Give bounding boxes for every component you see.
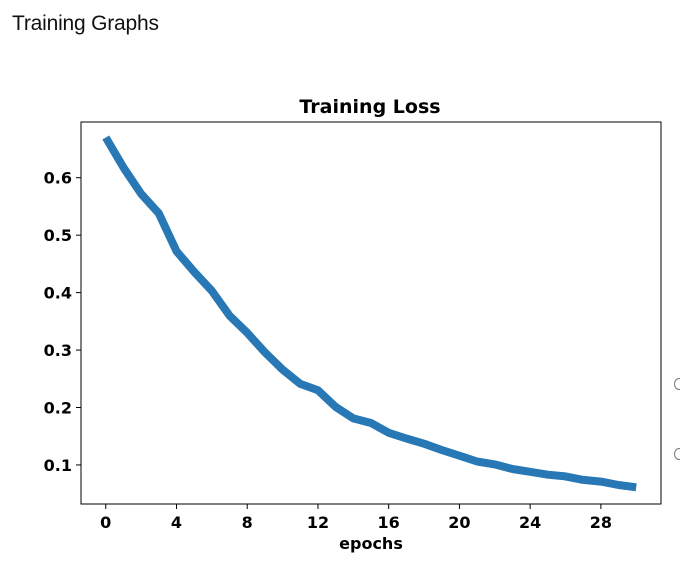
data-point [477,461,478,462]
data-point [600,481,601,482]
data-point [530,471,531,472]
data-point [282,369,283,370]
data-point [194,271,195,272]
edge-partial-icon [674,378,680,390]
data-point [211,290,212,291]
page-heading: Training Graphs [12,12,159,35]
y-tick-label: 0.3 [44,341,72,360]
data-point [141,193,142,194]
x-tick-label: 8 [242,513,253,532]
y-tick-label: 0.2 [44,398,72,417]
data-point [123,167,124,168]
edge-partial-icon [674,448,680,460]
data-point [229,315,230,316]
data-point [335,406,336,407]
y-tick-label: 0.6 [44,169,72,188]
data-point [583,479,584,480]
data-point [247,332,248,333]
x-tick-label: 16 [378,513,400,532]
x-tick-label: 0 [100,513,111,532]
series-line-0 [102,135,637,492]
data-point [264,352,265,353]
x-axis-label: epochs [339,534,403,553]
data-point [371,423,372,424]
plot-frame [80,121,662,505]
data-point [547,474,548,475]
x-tick-label: 20 [448,513,470,532]
data-point [318,390,319,391]
data-point [565,476,566,477]
y-tick-label: 0.5 [44,226,72,245]
data-point [618,485,619,486]
x-tick-label: 4 [171,513,182,532]
data-point [388,432,389,433]
x-tick-label: 24 [519,513,541,532]
data-point [353,418,354,419]
data-point [300,383,301,384]
data-point [459,455,460,456]
y-tick-label: 0.1 [44,456,72,475]
data-point [636,487,637,488]
data-point [441,450,442,451]
chart-title: Training Loss [299,96,440,118]
data-point [105,137,106,138]
data-point [176,251,177,252]
data-point [158,213,159,214]
data-point [494,464,495,465]
x-tick-label: 12 [307,513,329,532]
data-point [512,469,513,470]
data-point [424,443,425,444]
x-tick-label: 28 [590,513,612,532]
y-tick-label: 0.4 [44,284,72,303]
data-point [406,438,407,439]
